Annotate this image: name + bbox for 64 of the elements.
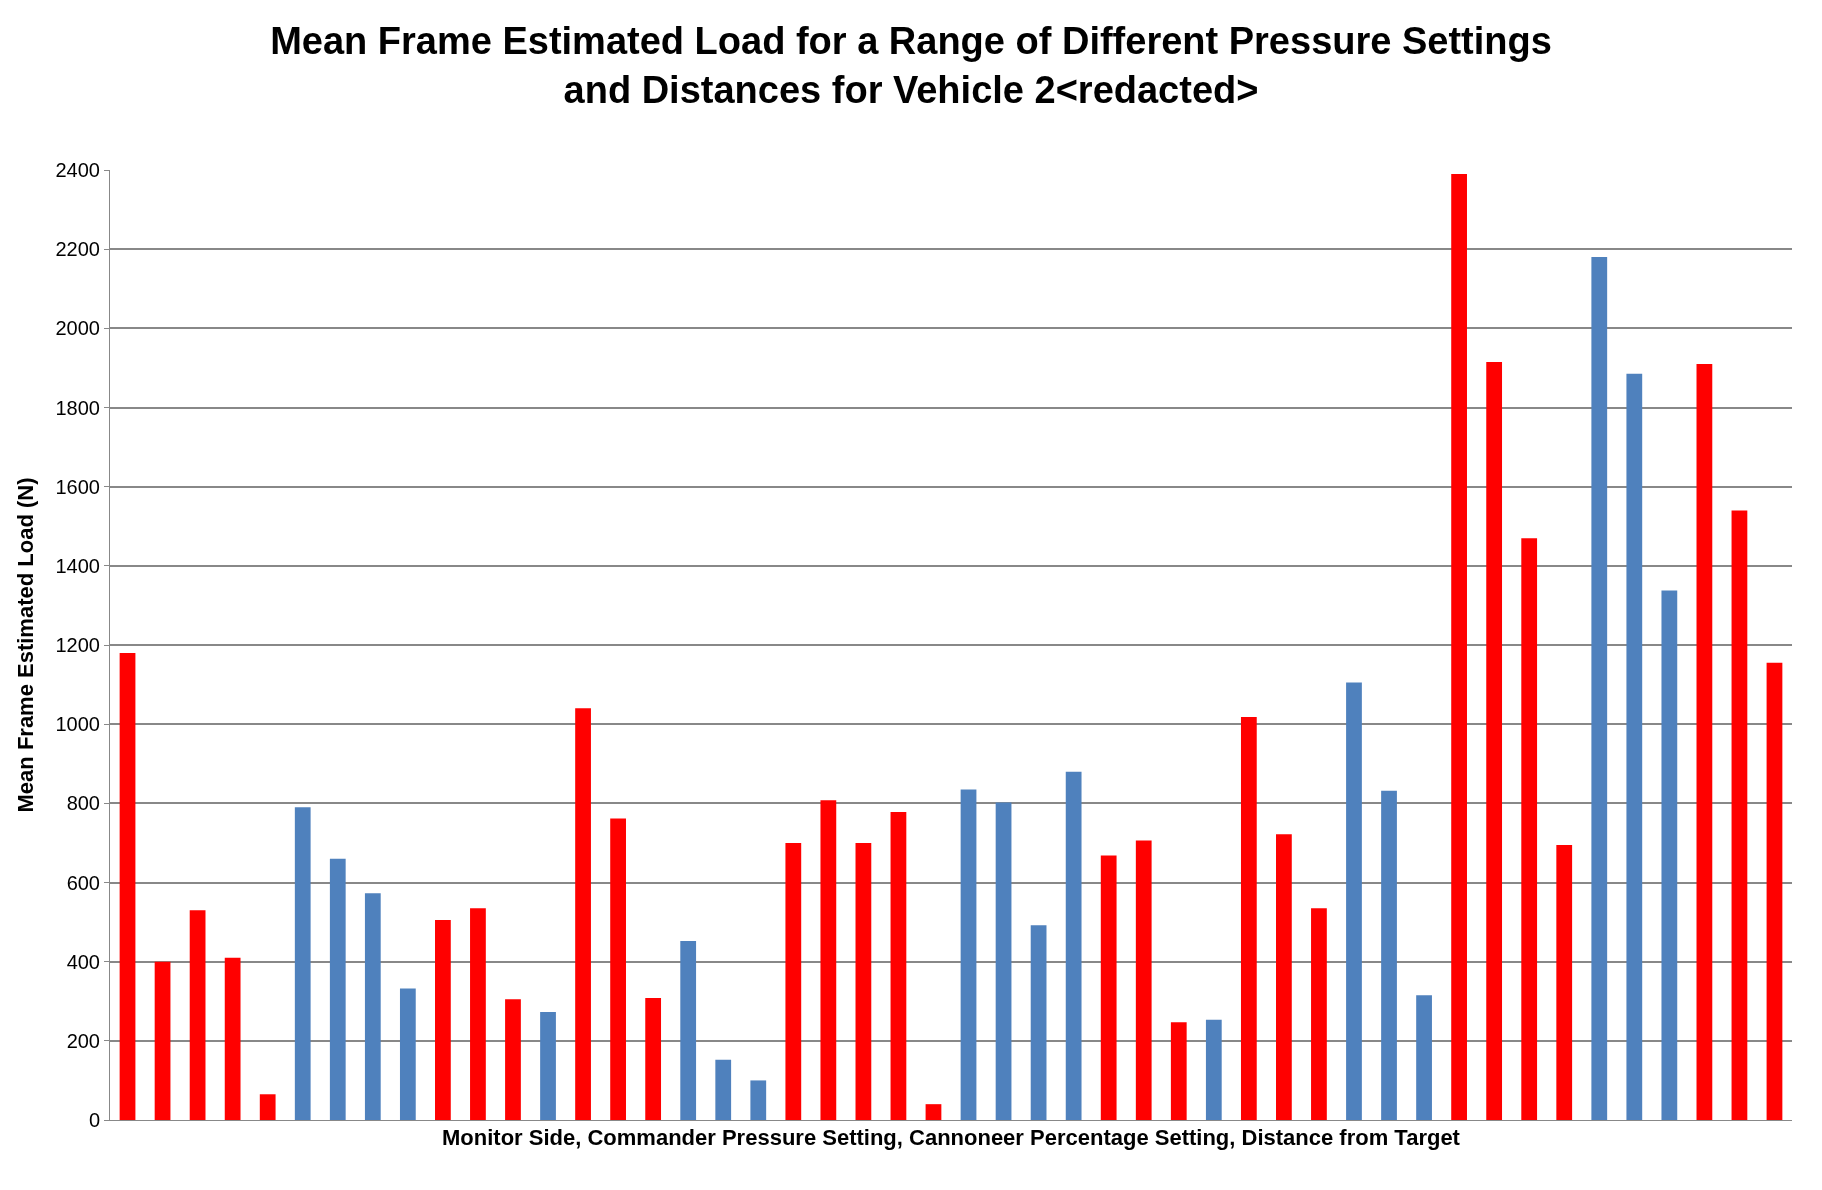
y-tick-label: 600 [66,871,100,894]
bar [505,999,521,1120]
bar [925,1104,942,1120]
bar [294,807,311,1120]
bar [1696,363,1713,1120]
y-tick-label: 0 [88,1109,100,1131]
y-tick-label: 1600 [55,475,100,498]
bar [890,812,907,1120]
bar [119,652,136,1120]
bar [1661,590,1678,1120]
bar [540,1011,556,1120]
y-tick-label: 2200 [55,238,100,261]
bar [1065,771,1082,1120]
bar [820,800,837,1120]
bar [364,893,381,1120]
y-axis-title: Mean Frame Estimated Load (N) [13,477,39,813]
bar [715,1059,732,1120]
bar [1626,373,1643,1120]
bar [259,1094,276,1120]
y-tick-label: 200 [66,1029,100,1052]
bar [470,908,486,1120]
bar [680,941,697,1120]
bar [1276,834,1292,1120]
bar [1766,662,1783,1120]
bar [189,910,206,1120]
x-axis-title: Monitor Side, Commander Pressure Setting, Cannoneer Percentage Setting, Distance from Target [442,1124,1461,1150]
chart-title: Mean Frame Estimated Load for a Range of Different Pressure Settings and Distances for Vehicle 2<redacted> [270,19,1552,111]
bar [785,842,802,1120]
bar [1205,1019,1222,1120]
bar [1591,257,1608,1120]
bar [1135,840,1152,1120]
y-tick-label: 2000 [55,317,100,340]
y-tick-label: 2400 [55,159,100,181]
bar [1030,925,1047,1120]
y-tick-label: 1400 [55,554,100,577]
bar [1170,1022,1187,1120]
bar [855,842,872,1120]
bar [995,802,1012,1120]
bar [329,858,346,1120]
bar [1451,173,1467,1120]
bar [575,708,591,1120]
bar [960,789,977,1120]
bar [1240,717,1257,1120]
bar [1486,361,1503,1120]
bar [435,920,451,1120]
y-tick-label: 800 [66,792,100,815]
bar [1100,855,1117,1120]
y-tick-label: 1000 [55,713,100,736]
y-tick-label: 1800 [55,396,100,419]
bar [399,988,416,1120]
bar [1416,995,1432,1120]
bar [1311,908,1327,1120]
bar [1346,682,1362,1120]
bar [1556,844,1573,1120]
bar [750,1080,767,1120]
bar [645,998,662,1120]
bar [224,957,241,1120]
bar [610,818,626,1120]
bar [1521,538,1538,1120]
bar [1381,790,1397,1120]
y-tick-label: 400 [66,950,100,973]
bar [1731,510,1748,1120]
bar [154,961,171,1120]
y-tick-label: 1200 [55,634,100,656]
